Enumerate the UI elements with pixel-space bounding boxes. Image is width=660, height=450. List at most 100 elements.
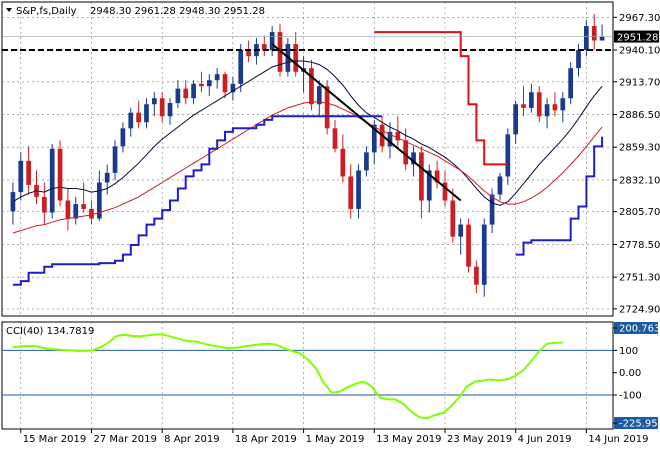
candle-body (293, 44, 299, 72)
candle-body (159, 98, 165, 117)
candle-body (395, 131, 401, 141)
price-tick-label: 2832.10 (619, 175, 660, 186)
time-tick-label: 14 Jun 2019 (588, 434, 648, 445)
candle-body (568, 68, 574, 99)
candle-body (214, 74, 220, 81)
candle-body (340, 148, 346, 177)
candle-body (348, 176, 354, 209)
candle-body (81, 204, 86, 209)
price-tick-label: 2940.10 (619, 46, 660, 57)
candle-body (364, 152, 369, 171)
candle-body (576, 50, 581, 69)
candle-body (521, 104, 526, 108)
candle-body (387, 131, 393, 147)
candle-body (591, 26, 597, 41)
candle-body (599, 36, 605, 41)
cci-layer: 200.7637 100 0.00 -100 -225.9549 (2, 322, 660, 430)
candle-body (104, 172, 110, 183)
candle-body (230, 83, 236, 93)
candle-body (419, 152, 424, 201)
time-tick-label: 13 May 2019 (376, 434, 441, 445)
series-layer (2, 31, 613, 286)
candle-body (450, 200, 456, 237)
cci-extreme-tag (614, 322, 658, 334)
cci-tick-label: 200.7637 (619, 324, 660, 335)
time-tick-label: 15 Mar 2019 (23, 434, 86, 445)
time-tick-label: 23 May 2019 (447, 434, 512, 445)
indicator-line-2 (12, 115, 604, 286)
price-tick-label: 2859.30 (619, 143, 660, 154)
price-axis: 2967.30 2940.10 2913.70 2886.50 2859.30 2832.… (613, 13, 660, 315)
candle-body (96, 182, 102, 219)
cci-indicator-label: CCI(40) 134.7819 (6, 326, 94, 337)
current-price-tag (614, 30, 659, 43)
candle-body (246, 50, 251, 57)
price-tick-label: 2805.70 (619, 207, 660, 218)
candle-body (175, 88, 181, 104)
candle-body (199, 83, 204, 87)
candle-body (584, 26, 589, 51)
candle-body (49, 148, 55, 213)
candle-body (434, 170, 440, 183)
candle-body (481, 224, 487, 285)
candle-body (65, 200, 71, 219)
candle-body (128, 112, 134, 129)
candles-layer (10, 14, 605, 297)
candle-body (426, 170, 432, 201)
candle-body (513, 104, 519, 135)
candle-body (89, 208, 94, 219)
candle-body (151, 98, 157, 105)
ohlc-values: 2948.30 2961.28 2948.30 2951.28 (90, 6, 265, 17)
candle-body (316, 86, 322, 105)
candle-body (136, 112, 141, 123)
cci-tick-label: 0.00 (619, 368, 641, 379)
candle-body (442, 182, 448, 201)
time-tick-label: 4 Jun 2019 (518, 434, 572, 445)
cci-tick-label: -225.9549 (619, 419, 660, 430)
price-tick-label: 2778.50 (619, 240, 660, 251)
candle-body (120, 128, 126, 147)
collapse-arrow-icon[interactable] (6, 8, 12, 12)
candle-body (505, 134, 511, 177)
candle-body (191, 83, 196, 99)
candle-body (57, 148, 63, 201)
candle-body (371, 124, 377, 153)
candle-body (466, 224, 471, 267)
time-tick-label: 1 May 2019 (306, 434, 365, 445)
candle-body (73, 204, 79, 219)
candle-body (552, 104, 558, 111)
time-axis: 15 Mar 2019 27 Mar 2019 8 Apr 2019 18 Apr 2… (20, 429, 649, 445)
candle-body (458, 224, 464, 237)
candle-body (41, 196, 47, 213)
current-price-value: 2951.28 (617, 33, 658, 44)
price-tick-label: 2886.50 (619, 110, 660, 121)
candle-body (183, 88, 189, 99)
cci-line (12, 333, 563, 420)
candle-body (474, 266, 479, 285)
time-tick-label: 18 Apr 2019 (235, 434, 297, 445)
candle-body (536, 92, 542, 117)
price-tick-label: 2724.90 (619, 304, 660, 315)
candle-body (144, 104, 149, 123)
time-tick-label: 8 Apr 2019 (164, 434, 219, 445)
candle-body (238, 50, 244, 84)
cci-panel-frame (1, 321, 614, 430)
candle-body (206, 80, 212, 87)
candle-body (167, 103, 173, 117)
chart-header: S&P,fs,Daily 2948.30 2961.28 2948.30 295… (6, 6, 265, 17)
candle-body (309, 68, 314, 105)
candle-body (403, 140, 409, 165)
indicator-line-3 (374, 31, 508, 166)
cci-tick-label: 100 (619, 346, 638, 357)
indicator-line-1 (12, 101, 603, 234)
cci-tick-label: -100 (619, 390, 642, 401)
candle-body (261, 44, 267, 51)
candle-body (489, 194, 495, 225)
candle-body (332, 128, 338, 149)
trendline[interactable] (271, 43, 462, 202)
symbol-label: S&P,fs,Daily (16, 6, 77, 17)
candle-body (277, 32, 283, 72)
candle-body (560, 98, 566, 111)
candle-body (324, 86, 330, 129)
